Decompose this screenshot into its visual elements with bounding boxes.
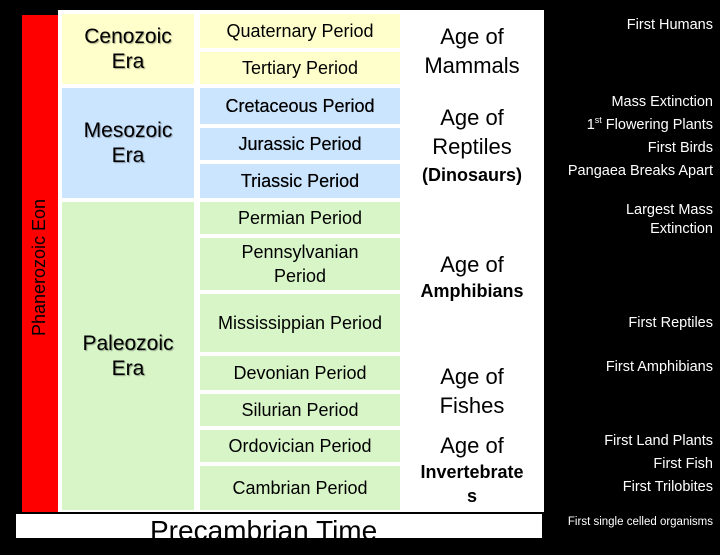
event-pangaea: Pangaea Breaks Apart [567, 163, 713, 179]
period-triassic: Triassic Period [200, 164, 400, 198]
event-first-reptiles-label: First Reptiles [628, 315, 713, 331]
age-mammals-line2: Mammals [424, 53, 520, 78]
period-quaternary-label: Quaternary Period [226, 21, 374, 41]
period-quaternary: Quaternary Period [200, 14, 400, 48]
period-mississippian: Mississippian Period [200, 294, 400, 352]
era-mesozoic-line1: Mesozoic [83, 119, 173, 142]
age-mammals-line1: Age of [440, 24, 504, 49]
period-cretaceous-label: Cretaceous Period [225, 96, 375, 116]
event-first-reptiles: First Reptiles [548, 312, 713, 335]
event-first-amphibians: First Amphibians [548, 356, 713, 379]
age-reptiles-line2: Reptiles [432, 134, 512, 159]
age-reptiles-line1: Age of [440, 105, 504, 130]
precambrian-label: Precambrian Time [150, 515, 378, 546]
period-permian-label: Permian Period [237, 208, 363, 228]
era-cenozoic-line1: Cenozoic [84, 25, 172, 48]
period-jurassic: Jurassic Period [200, 128, 400, 160]
event-first-single-celled-label: First single celled organisms [567, 516, 713, 528]
event-early-paleozoic-group: First Land Plants First Fish First Trilo… [548, 430, 713, 499]
event-mass-extinction: Mass Extinction [611, 94, 713, 110]
era-mesozoic-line2: Era [111, 144, 145, 167]
event-first-trilobites: First Trilobites [622, 479, 713, 495]
age-amphibians-line1: Age of [440, 252, 504, 277]
event-first-flowering-sup: st [594, 115, 602, 126]
period-tertiary: Tertiary Period [200, 52, 400, 84]
event-largest-mass-line2: Extinction [650, 221, 713, 237]
age-invertebrates: Age of Invertebrate s [404, 431, 540, 511]
period-pennsylvanian-line1: Pennsylvanian [241, 242, 359, 262]
era-cenozoic-line2: Era [111, 50, 145, 73]
period-pennsylvanian: Pennsylvanian Period [200, 238, 400, 290]
period-pennsylvanian-line2: Period [273, 266, 327, 286]
era-paleozoic: Paleozoic Era [62, 202, 194, 510]
event-first-land-plants: First Land Plants [604, 433, 713, 449]
period-triassic-label: Triassic Period [240, 171, 360, 191]
period-mississippian-label: Mississippian Period [217, 313, 383, 333]
age-invertebrates-line3: s [466, 486, 477, 506]
period-silurian: Silurian Period [200, 394, 400, 426]
age-fishes-line1: Age of [440, 364, 504, 389]
period-cambrian: Cambrian Period [200, 466, 400, 510]
age-amphibians: Age of Amphibians [404, 250, 540, 306]
era-cenozoic: Cenozoic Era [62, 14, 194, 84]
period-cambrian-label: Cambrian Period [232, 478, 368, 498]
event-first-amphibians-label: First Amphibians [605, 359, 713, 375]
eon-label: Phanerozoic Eon [29, 198, 50, 337]
eon-bar [22, 15, 58, 520]
period-silurian-label: Silurian Period [241, 400, 359, 420]
event-first-flowering-plants: 1st Flowering Plants [548, 114, 713, 137]
period-cretaceous: Cretaceous Period [200, 88, 400, 124]
period-ordovician-label: Ordovician Period [228, 436, 372, 456]
era-paleozoic-line2: Era [111, 357, 145, 380]
period-ordovician: Ordovician Period [200, 430, 400, 462]
age-reptiles-line3: (Dinosaurs) [421, 165, 522, 185]
age-mammals: Age of Mammals [404, 22, 540, 82]
age-amphibians-line2: Amphibians [420, 281, 524, 301]
period-devonian-label: Devonian Period [233, 363, 367, 383]
age-reptiles: Age of Reptiles (Dinosaurs) [404, 103, 540, 193]
period-tertiary-label: Tertiary Period [241, 58, 359, 78]
period-jurassic-label: Jurassic Period [238, 134, 362, 154]
event-first-humans: First Humans [548, 14, 713, 37]
era-mesozoic: Mesozoic Era [62, 88, 194, 198]
eon-label-container: Phanerozoic Eon [24, 15, 56, 520]
age-fishes-line2: Fishes [439, 393, 505, 418]
event-mesozoic-group: Mass Extinction 1st Flowering Plants Fir… [548, 91, 713, 183]
event-first-single-celled: First single celled organisms [540, 513, 713, 531]
age-fishes: Age of Fishes [404, 362, 540, 422]
precambrian-bar [14, 512, 544, 540]
event-first-fish: First Fish [653, 456, 713, 472]
event-largest-mass-extinction: Largest Mass Extinction [548, 201, 713, 239]
period-permian: Permian Period [200, 202, 400, 234]
event-first-flowering-rest: Flowering Plants [601, 117, 713, 133]
event-largest-mass-line1: Largest Mass [625, 202, 713, 218]
age-invertebrates-line2: Invertebrate [420, 462, 524, 482]
event-first-birds: First Birds [647, 140, 713, 156]
event-first-flowering-ordinal: 1 [586, 117, 595, 133]
event-first-humans-label: First Humans [626, 17, 713, 33]
age-invertebrates-line1: Age of [440, 433, 504, 458]
period-devonian: Devonian Period [200, 356, 400, 390]
era-paleozoic-line1: Paleozoic [82, 332, 174, 355]
